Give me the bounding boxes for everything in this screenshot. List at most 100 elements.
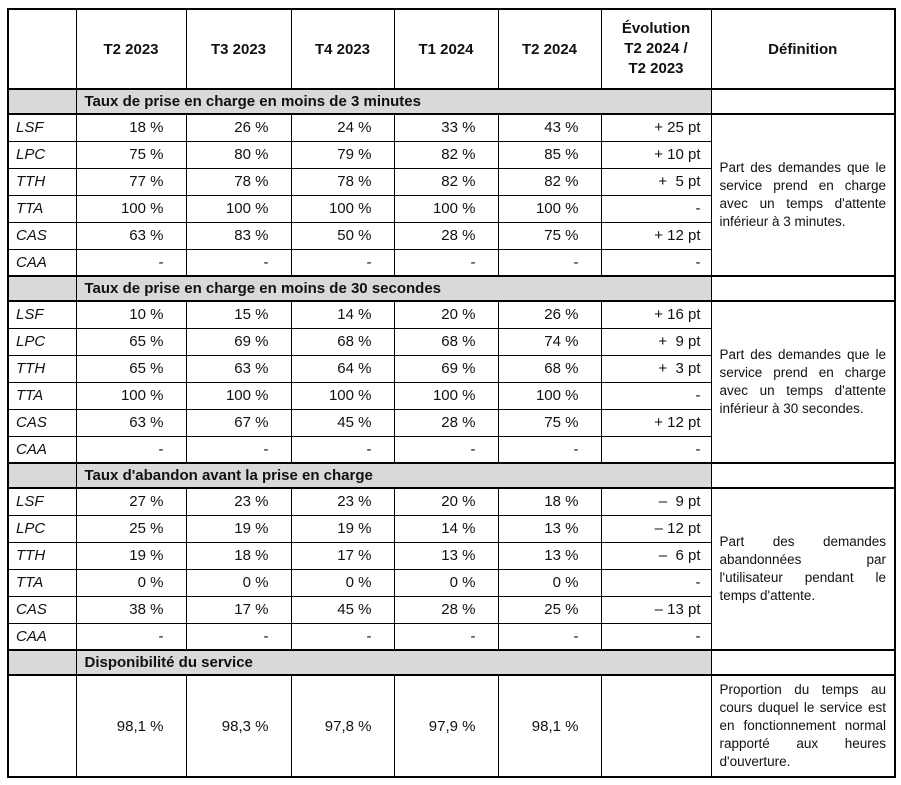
value-cell-t2-2023: 0 %: [75, 568, 187, 597]
value-cell-t2-2023: 98,1 %: [75, 674, 187, 778]
row-label: CAA: [7, 622, 77, 651]
col-header-t2-2024: T2 2024: [497, 8, 602, 90]
value-cell-t2-2023: 100 %: [75, 194, 187, 223]
col-header-t4-2023: T4 2023: [290, 8, 395, 90]
row-label: TTA: [7, 381, 77, 410]
data-row: 98,1 % 98,3 % 97,8 % 97,9 % 98,1 % Proportion…: [7, 674, 896, 778]
value-cell-t3-2023: 100 %: [185, 194, 292, 223]
data-row: CAS 38 % 17 % 45 % 28 % 25 % – 13 pt: [7, 595, 895, 624]
value-cell-t4-2023: 23 %: [290, 487, 395, 516]
value-cell-t1-2024: 20 %: [393, 487, 499, 516]
value-cell-t2-2024: 13 %: [497, 541, 602, 570]
value-cell-t4-2023: 78 %: [290, 167, 395, 196]
value-cell-t2-2023: 19 %: [75, 541, 187, 570]
section-title: Taux d'abandon avant la prise en charge: [75, 462, 712, 489]
section-header-row: Taux de prise en charge en moins de 30 s…: [7, 275, 896, 302]
row-label: LSF: [7, 300, 77, 329]
value-cell-t2-2023: -: [75, 435, 187, 464]
value-cell-t3-2023: 26 %: [185, 113, 292, 142]
row-label: TTA: [7, 568, 77, 597]
value-cell-t3-2023: 100 %: [185, 381, 292, 410]
value-cell-t3-2023: -: [185, 248, 292, 277]
value-cell-t2-2023: 63 %: [75, 408, 187, 437]
evolution-cell: + 3 pt: [600, 354, 712, 383]
value-cell-t2-2024: -: [497, 435, 602, 464]
row-label: LSF: [7, 487, 77, 516]
value-cell-t2-2024: 25 %: [497, 595, 602, 624]
evolution-cell: + 9 pt: [600, 327, 712, 356]
evolution-cell: – 13 pt: [600, 595, 712, 624]
evolution-cell: + 12 pt: [600, 221, 712, 250]
row-label: LSF: [7, 113, 77, 142]
definition-cell: Part des demandes que le service prend e…: [710, 300, 896, 464]
data-row: LSF 18 % 26 % 24 % 33 % 43 % + 25 pt Part des d…: [7, 113, 896, 277]
section-header-row: Disponibilité du service: [7, 649, 896, 676]
value-cell-t4-2023: -: [290, 622, 395, 651]
evolution-cell: + 5 pt: [600, 167, 712, 196]
value-cell-t2-2023: -: [75, 248, 187, 277]
value-cell-t2-2023: 25 %: [75, 514, 187, 543]
evolution-cell: + 25 pt: [600, 113, 712, 142]
section-title: Taux de prise en charge en moins de 30 s…: [75, 275, 712, 302]
value-cell-t2-2024: -: [497, 622, 602, 651]
data-row: CAA - - - - - -: [7, 435, 895, 464]
value-cell-t2-2024: 75 %: [497, 221, 602, 250]
value-cell-t2-2023: 18 %: [75, 113, 187, 142]
row-label: TTH: [7, 167, 77, 196]
value-cell-t1-2024: -: [393, 248, 499, 277]
table-body: Taux de prise en charge en moins de 3 mi…: [7, 88, 896, 778]
value-cell-t1-2024: 28 %: [393, 408, 499, 437]
value-cell-t2-2024: 18 %: [497, 487, 602, 516]
definition-spacer-cell: [710, 649, 896, 676]
value-cell-t2-2024: 75 %: [497, 408, 602, 437]
value-cell-t4-2023: 100 %: [290, 194, 395, 223]
value-cell-t2-2024: 100 %: [497, 194, 602, 223]
value-cell-t4-2023: -: [290, 435, 395, 464]
evolution-cell: – 12 pt: [600, 514, 712, 543]
evolution-cell: -: [600, 248, 712, 277]
value-cell-t2-2024: 82 %: [497, 167, 602, 196]
value-cell-t3-2023: 83 %: [185, 221, 292, 250]
value-cell-t1-2024: 68 %: [393, 327, 499, 356]
definition-cell: Part des demandes abandonnées par l'util…: [710, 487, 896, 651]
row-label: LPC: [7, 514, 77, 543]
evolution-cell: + 12 pt: [600, 408, 712, 437]
value-cell-t3-2023: 0 %: [185, 568, 292, 597]
evolution-cell: [600, 674, 712, 778]
col-header-t3-2023: T3 2023: [185, 8, 292, 90]
evolution-cell: -: [600, 435, 712, 464]
row-label: CAS: [7, 221, 77, 250]
value-cell-t4-2023: 19 %: [290, 514, 395, 543]
value-cell-t1-2024: 82 %: [393, 167, 499, 196]
value-cell-t2-2024: 85 %: [497, 140, 602, 169]
data-row: TTH 65 % 63 % 64 % 69 % 68 % + 3 pt: [7, 354, 895, 383]
value-cell-t4-2023: -: [290, 248, 395, 277]
value-cell-t2-2024: 13 %: [497, 514, 602, 543]
value-cell-t4-2023: 45 %: [290, 408, 395, 437]
data-row: CAA - - - - - -: [7, 622, 895, 651]
value-cell-t1-2024: 100 %: [393, 194, 499, 223]
definition-spacer-cell: [710, 275, 896, 302]
evolution-cell: -: [600, 194, 712, 223]
value-cell-t1-2024: 14 %: [393, 514, 499, 543]
col-header-t1-2024: T1 2024: [393, 8, 499, 90]
evolution-cell: – 6 pt: [600, 541, 712, 570]
row-label: LPC: [7, 140, 77, 169]
value-cell-t3-2023: 17 %: [185, 595, 292, 624]
data-row: TTA 100 % 100 % 100 % 100 % 100 % -: [7, 381, 895, 410]
value-cell-t3-2023: 67 %: [185, 408, 292, 437]
data-row: TTH 19 % 18 % 17 % 13 % 13 % – 6 pt: [7, 541, 895, 570]
value-cell-t2-2023: 63 %: [75, 221, 187, 250]
row-label: CAS: [7, 595, 77, 624]
value-cell-t4-2023: 97,8 %: [290, 674, 395, 778]
value-cell-t2-2024: 0 %: [497, 568, 602, 597]
value-cell-t2-2023: 75 %: [75, 140, 187, 169]
value-cell-t2-2024: -: [497, 248, 602, 277]
value-cell-t3-2023: 80 %: [185, 140, 292, 169]
value-cell-t3-2023: -: [185, 622, 292, 651]
value-cell-t3-2023: 63 %: [185, 354, 292, 383]
value-cell-t1-2024: 69 %: [393, 354, 499, 383]
section-corner-cell: [7, 649, 77, 676]
value-cell-t4-2023: 79 %: [290, 140, 395, 169]
section-title: Taux de prise en charge en moins de 3 mi…: [75, 88, 712, 115]
